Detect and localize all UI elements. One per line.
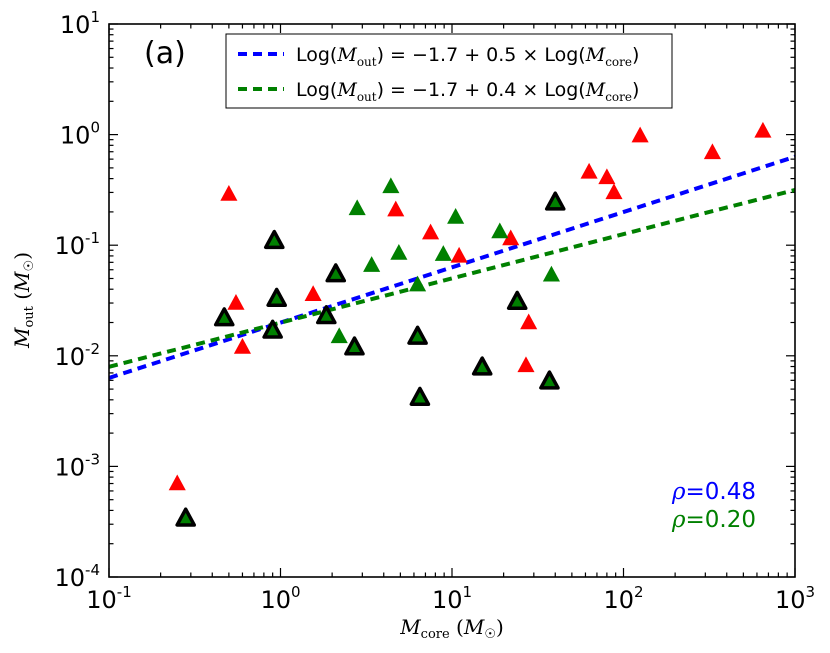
- data-point-green-outlined: [325, 263, 347, 283]
- data-point-red: [304, 285, 322, 302]
- data-point-red: [502, 229, 520, 246]
- x-axis-label: Mcore (M☉): [399, 615, 504, 642]
- data-point-green: [363, 256, 381, 272]
- panel-label: (a): [144, 36, 186, 71]
- data-point-green-outlined: [263, 229, 285, 250]
- data-point-green-outlined: [316, 305, 337, 325]
- data-point-red: [227, 294, 245, 310]
- data-point-green: [491, 222, 509, 239]
- y-tick-label: 10-3: [54, 450, 100, 481]
- fit-line-blue: [109, 154, 795, 380]
- data-point-red: [517, 356, 535, 373]
- data-point-red: [168, 474, 186, 491]
- data-point-green-outlined: [544, 191, 566, 211]
- data-point-green: [330, 327, 348, 344]
- legend-entry-blue: Log(Mout) = −1.7 + 0.5 × Log(Mcore): [296, 44, 639, 69]
- data-point-green: [447, 207, 465, 224]
- legend: Log(Mout) = −1.7 + 0.5 × Log(Mcore) Log(…: [225, 33, 673, 109]
- data-point-green: [382, 177, 400, 194]
- plot-frame: [108, 23, 796, 578]
- rho-blue-annotation: ρ=0.48: [671, 479, 756, 505]
- data-point-green-outlined: [213, 307, 235, 327]
- fit-line-green: [109, 187, 795, 369]
- data-point-green-outlined: [262, 319, 283, 339]
- legend-entry-green: Log(Mout) = −1.7 + 0.4 × Log(Mcore): [296, 79, 639, 104]
- x-tick-label: 101: [432, 583, 472, 614]
- data-point-red: [422, 223, 440, 240]
- y-tick-label: 10-2: [54, 340, 100, 371]
- data-point-red: [220, 185, 238, 201]
- y-tick-label: 10-1: [54, 229, 100, 260]
- data-point-green: [542, 265, 560, 282]
- rho-green-annotation: ρ=0.20: [671, 507, 756, 533]
- x-tick-label: 103: [775, 583, 815, 614]
- data-point-red: [754, 121, 772, 138]
- data-point-red: [233, 338, 252, 354]
- data-point-green: [409, 275, 427, 292]
- legend-frame: [225, 33, 673, 109]
- data-point-red: [703, 143, 721, 160]
- data-point-red: [450, 246, 468, 263]
- y-tick-label: 101: [60, 8, 100, 39]
- data-point-red: [387, 200, 405, 217]
- data-point-red: [520, 313, 538, 330]
- x-tick-labels: 10-1 100 101 102 103: [86, 583, 815, 614]
- data-point-green-outlined: [266, 287, 287, 307]
- data-point-green-outlined: [409, 386, 431, 406]
- data-points: [168, 121, 772, 527]
- x-tick-label: 100: [260, 583, 300, 614]
- data-point-green-outlined: [471, 356, 493, 376]
- data-point-green-outlined: [344, 336, 365, 356]
- data-point-red: [580, 162, 598, 179]
- data-point-green-outlined: [175, 507, 196, 527]
- data-point-green: [390, 244, 408, 260]
- x-tick-label: 102: [603, 583, 643, 614]
- data-point-red: [605, 183, 623, 200]
- data-point-green: [434, 245, 452, 261]
- x-tick-label: 10-1: [86, 583, 132, 614]
- data-point-red: [631, 126, 649, 143]
- data-point-green-outlined: [506, 290, 528, 310]
- data-point-green-outlined: [539, 370, 560, 390]
- data-point-green-outlined: [407, 325, 428, 345]
- data-point-green: [348, 199, 366, 216]
- y-axis-label: Mout (M☉): [10, 252, 37, 349]
- y-tick-label: 100: [60, 119, 100, 150]
- fit-lines: [109, 154, 795, 380]
- y-tick-labels: 10-4 10-3 10-2 10-1 100 101: [54, 8, 100, 592]
- y-tick-label: 10-4: [54, 561, 100, 592]
- data-point-red: [598, 168, 616, 185]
